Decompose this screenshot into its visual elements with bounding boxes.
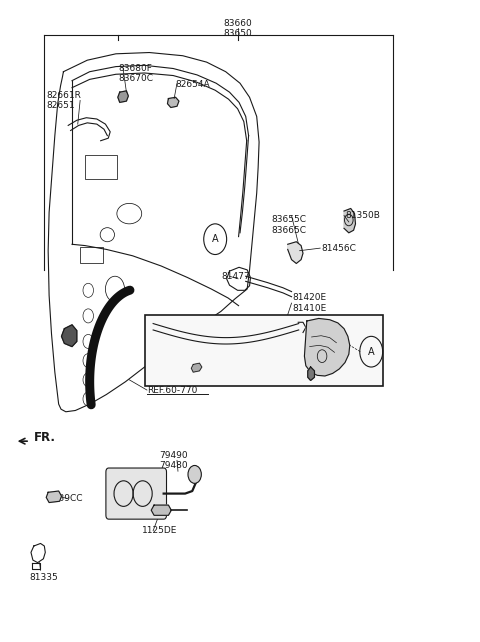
- Bar: [85, 155, 117, 179]
- Polygon shape: [151, 505, 171, 516]
- Text: 81456C: 81456C: [321, 243, 356, 253]
- FancyBboxPatch shape: [106, 468, 167, 519]
- Text: 82654A: 82654A: [176, 80, 210, 89]
- Text: 81335: 81335: [29, 573, 58, 582]
- Polygon shape: [118, 91, 128, 102]
- Text: 81477: 81477: [222, 272, 251, 281]
- Text: A: A: [368, 347, 374, 357]
- Polygon shape: [344, 209, 356, 233]
- Polygon shape: [288, 242, 303, 263]
- Polygon shape: [192, 363, 202, 372]
- Text: 81491F: 81491F: [169, 324, 203, 333]
- Text: A: A: [212, 234, 218, 244]
- Text: 81350B: 81350B: [345, 211, 380, 220]
- Text: 1339CC: 1339CC: [48, 494, 84, 503]
- Text: FR.: FR.: [34, 431, 56, 444]
- Text: 83680F
83670C: 83680F 83670C: [118, 64, 153, 83]
- Polygon shape: [304, 318, 350, 376]
- Circle shape: [188, 465, 201, 483]
- Text: 82661R
82651: 82661R 82651: [47, 91, 82, 110]
- Bar: [80, 247, 103, 263]
- Polygon shape: [168, 98, 179, 107]
- Text: 81483A
81473E: 81483A 81473E: [164, 361, 198, 381]
- Text: 81471F: 81471F: [169, 343, 203, 352]
- Text: REF.60-770: REF.60-770: [147, 386, 197, 395]
- Text: 79490
79480: 79490 79480: [159, 451, 188, 470]
- Bar: [144, 315, 383, 386]
- Polygon shape: [308, 367, 314, 381]
- Polygon shape: [61, 325, 77, 347]
- Text: 81359B
81359A: 81359B 81359A: [292, 356, 327, 376]
- Text: 81420E
81410E: 81420E 81410E: [292, 293, 327, 313]
- Text: 83660
83650: 83660 83650: [223, 19, 252, 38]
- Text: 83655C
83665C: 83655C 83665C: [271, 216, 306, 235]
- Polygon shape: [46, 491, 61, 503]
- Text: 1125DE: 1125DE: [142, 526, 178, 535]
